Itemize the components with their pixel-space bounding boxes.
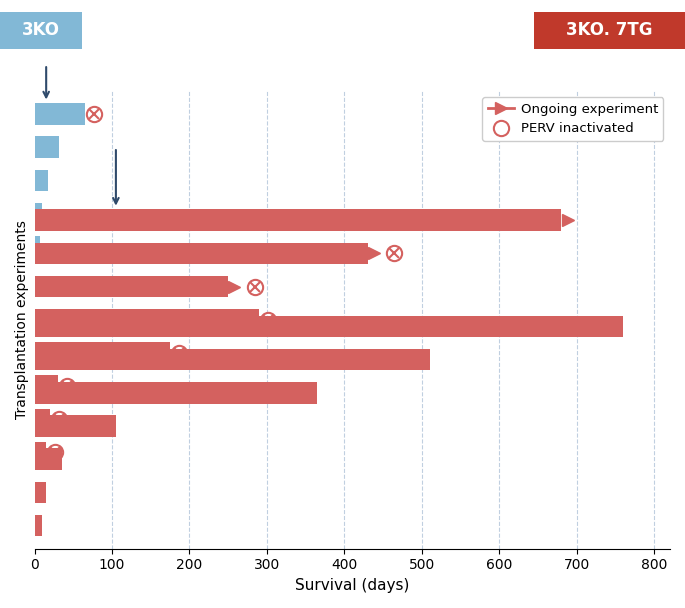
Bar [34, 103, 85, 125]
Bar [34, 236, 40, 258]
Bar [34, 448, 62, 470]
Bar [34, 342, 170, 364]
Bar [34, 415, 116, 437]
Bar [34, 382, 317, 404]
Bar [34, 209, 561, 231]
Bar [34, 316, 623, 337]
Bar [34, 276, 228, 297]
Bar [34, 515, 42, 536]
Bar [34, 243, 368, 264]
Text: 3KO. 7TG: 3KO. 7TG [566, 21, 653, 40]
Text: 3KO: 3KO [22, 21, 60, 40]
Bar [34, 441, 46, 463]
Bar [34, 375, 58, 397]
Legend: Ongoing experiment, PERV inactivated: Ongoing experiment, PERV inactivated [482, 97, 663, 140]
Bar [34, 170, 49, 191]
Bar [34, 409, 50, 430]
Bar [34, 136, 60, 158]
Y-axis label: Transplantation experiments: Transplantation experiments [15, 220, 29, 419]
Bar [34, 349, 429, 370]
Bar [34, 482, 46, 503]
Bar [34, 309, 259, 331]
X-axis label: Survival (days): Survival (days) [295, 578, 410, 593]
Bar [34, 203, 42, 224]
